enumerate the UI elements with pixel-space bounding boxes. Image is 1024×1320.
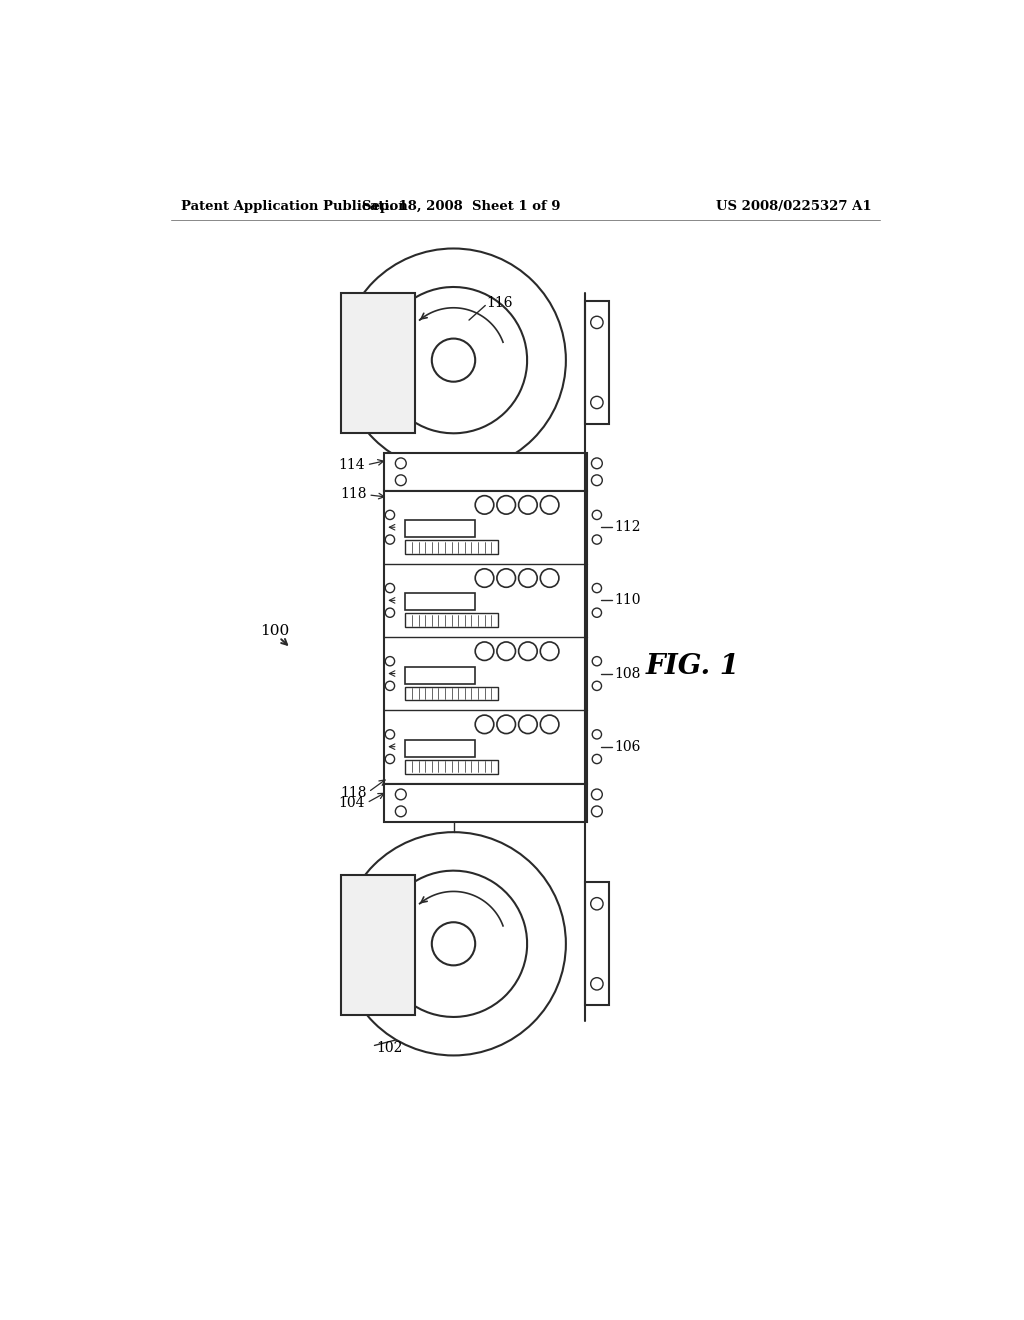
Text: 116: 116: [486, 296, 513, 310]
Bar: [384, 784, 587, 822]
Bar: [406, 540, 499, 554]
Circle shape: [592, 789, 602, 800]
Bar: [384, 453, 587, 491]
Circle shape: [518, 642, 538, 660]
Circle shape: [497, 642, 515, 660]
Circle shape: [341, 832, 566, 1056]
Circle shape: [395, 475, 407, 486]
Circle shape: [592, 755, 601, 763]
Bar: [384, 491, 587, 784]
Circle shape: [385, 609, 394, 618]
Bar: [341, 293, 415, 433]
Bar: [406, 520, 475, 537]
Circle shape: [518, 569, 538, 587]
Bar: [406, 594, 475, 610]
Text: US 2008/0225327 A1: US 2008/0225327 A1: [717, 199, 872, 213]
Text: FIG. 1: FIG. 1: [646, 653, 739, 680]
Bar: [406, 667, 475, 684]
Circle shape: [592, 458, 602, 469]
Bar: [586, 301, 608, 424]
Circle shape: [592, 807, 602, 817]
Text: 106: 106: [614, 739, 641, 754]
Circle shape: [341, 248, 566, 471]
Bar: [406, 614, 499, 627]
Circle shape: [591, 396, 603, 409]
Circle shape: [592, 656, 601, 665]
Circle shape: [395, 807, 407, 817]
Circle shape: [385, 511, 394, 520]
Bar: [406, 739, 475, 756]
Text: 118: 118: [340, 487, 367, 502]
Circle shape: [592, 535, 601, 544]
Circle shape: [592, 475, 602, 486]
Circle shape: [385, 535, 394, 544]
Text: 114: 114: [339, 458, 366, 471]
Circle shape: [385, 681, 394, 690]
Circle shape: [497, 569, 515, 587]
Circle shape: [432, 339, 475, 381]
Circle shape: [591, 978, 603, 990]
Circle shape: [541, 642, 559, 660]
Text: 104: 104: [339, 796, 366, 810]
Text: 118: 118: [340, 785, 367, 800]
Circle shape: [541, 569, 559, 587]
Circle shape: [475, 496, 494, 515]
Circle shape: [518, 496, 538, 515]
Circle shape: [591, 317, 603, 329]
Bar: [341, 874, 415, 1015]
Circle shape: [592, 730, 601, 739]
Circle shape: [592, 583, 601, 593]
Circle shape: [475, 642, 494, 660]
Text: 100: 100: [260, 624, 289, 638]
Circle shape: [592, 609, 601, 618]
Circle shape: [395, 458, 407, 469]
Bar: [586, 882, 608, 1006]
Circle shape: [385, 730, 394, 739]
Circle shape: [385, 583, 394, 593]
Text: 108: 108: [614, 667, 641, 681]
Circle shape: [475, 715, 494, 734]
Text: Patent Application Publication: Patent Application Publication: [180, 199, 408, 213]
Bar: [406, 760, 499, 774]
Circle shape: [385, 755, 394, 763]
Circle shape: [541, 496, 559, 515]
Circle shape: [395, 789, 407, 800]
Circle shape: [592, 511, 601, 520]
Circle shape: [385, 656, 394, 665]
Circle shape: [497, 496, 515, 515]
Text: 112: 112: [614, 520, 641, 535]
Circle shape: [475, 569, 494, 587]
Text: 102: 102: [376, 1040, 402, 1055]
Text: 110: 110: [614, 594, 641, 607]
Circle shape: [497, 715, 515, 734]
Circle shape: [432, 923, 475, 965]
Circle shape: [592, 681, 601, 690]
Bar: [406, 686, 499, 701]
Circle shape: [541, 715, 559, 734]
Text: Sep. 18, 2008  Sheet 1 of 9: Sep. 18, 2008 Sheet 1 of 9: [362, 199, 560, 213]
Circle shape: [591, 898, 603, 909]
Circle shape: [518, 715, 538, 734]
